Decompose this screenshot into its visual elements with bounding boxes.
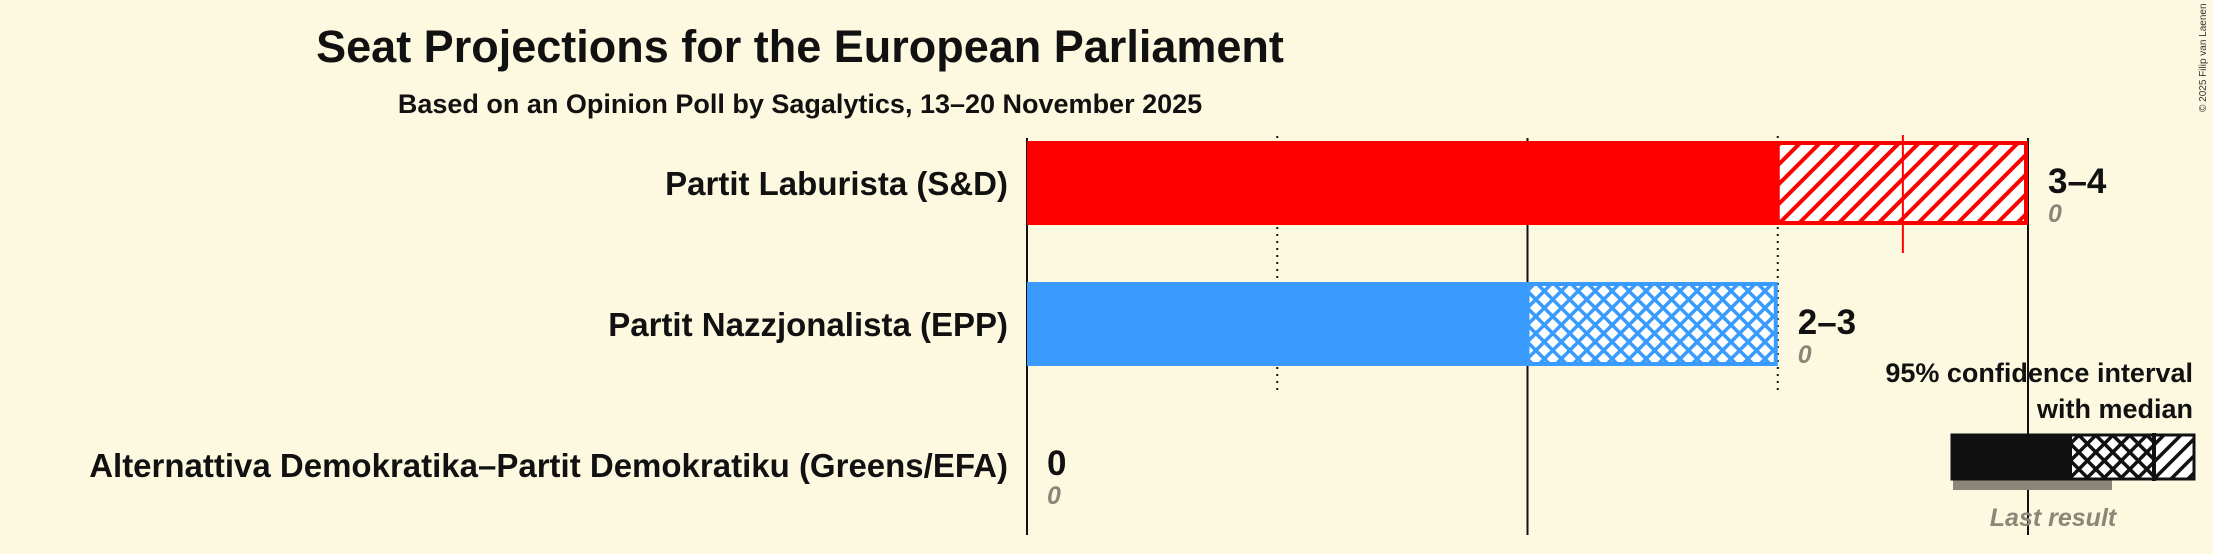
party-name-label: Alternattiva Demokratika–Partit Demokrat… [89,447,1008,484]
legend-solid-bar [1952,435,2072,479]
chart-subtitle: Based on an Opinion Poll by Sagalytics, … [398,89,1202,119]
copyright-notice: © 2025 Filip van Laenen [2198,3,2209,112]
ci-solid-bar [1027,282,1528,366]
chart-title: Seat Projections for the European Parlia… [316,21,1284,72]
last-result-label: 0 [2048,200,2062,228]
last-result-label: 0 [1798,341,1812,369]
range-label: 2–3 [1798,303,1856,342]
legend-crosshatch-bar [2072,435,2154,479]
legend-last-result-label: Last result [1990,504,2118,532]
legend-outline [1950,433,2196,481]
bars-group [1027,135,2028,366]
legend-title-line2: with median [2036,394,2193,424]
last-result-label: 0 [1047,482,1061,510]
range-label: 3–4 [2048,162,2107,201]
legend-title-line1: 95% confidence interval [1885,358,2193,388]
ci-pattern-bar [1525,282,1778,366]
ci-solid-bar [1027,141,1778,225]
range-label: 0 [1047,444,1066,483]
legend: 95% confidence interval with median Last… [1885,358,2196,532]
party-name-label: Partit Nazzjonalista (EPP) [608,306,1008,343]
legend-hatch-bar [2154,435,2194,479]
party-name-label: Partit Laburista (S&D) [665,165,1008,202]
